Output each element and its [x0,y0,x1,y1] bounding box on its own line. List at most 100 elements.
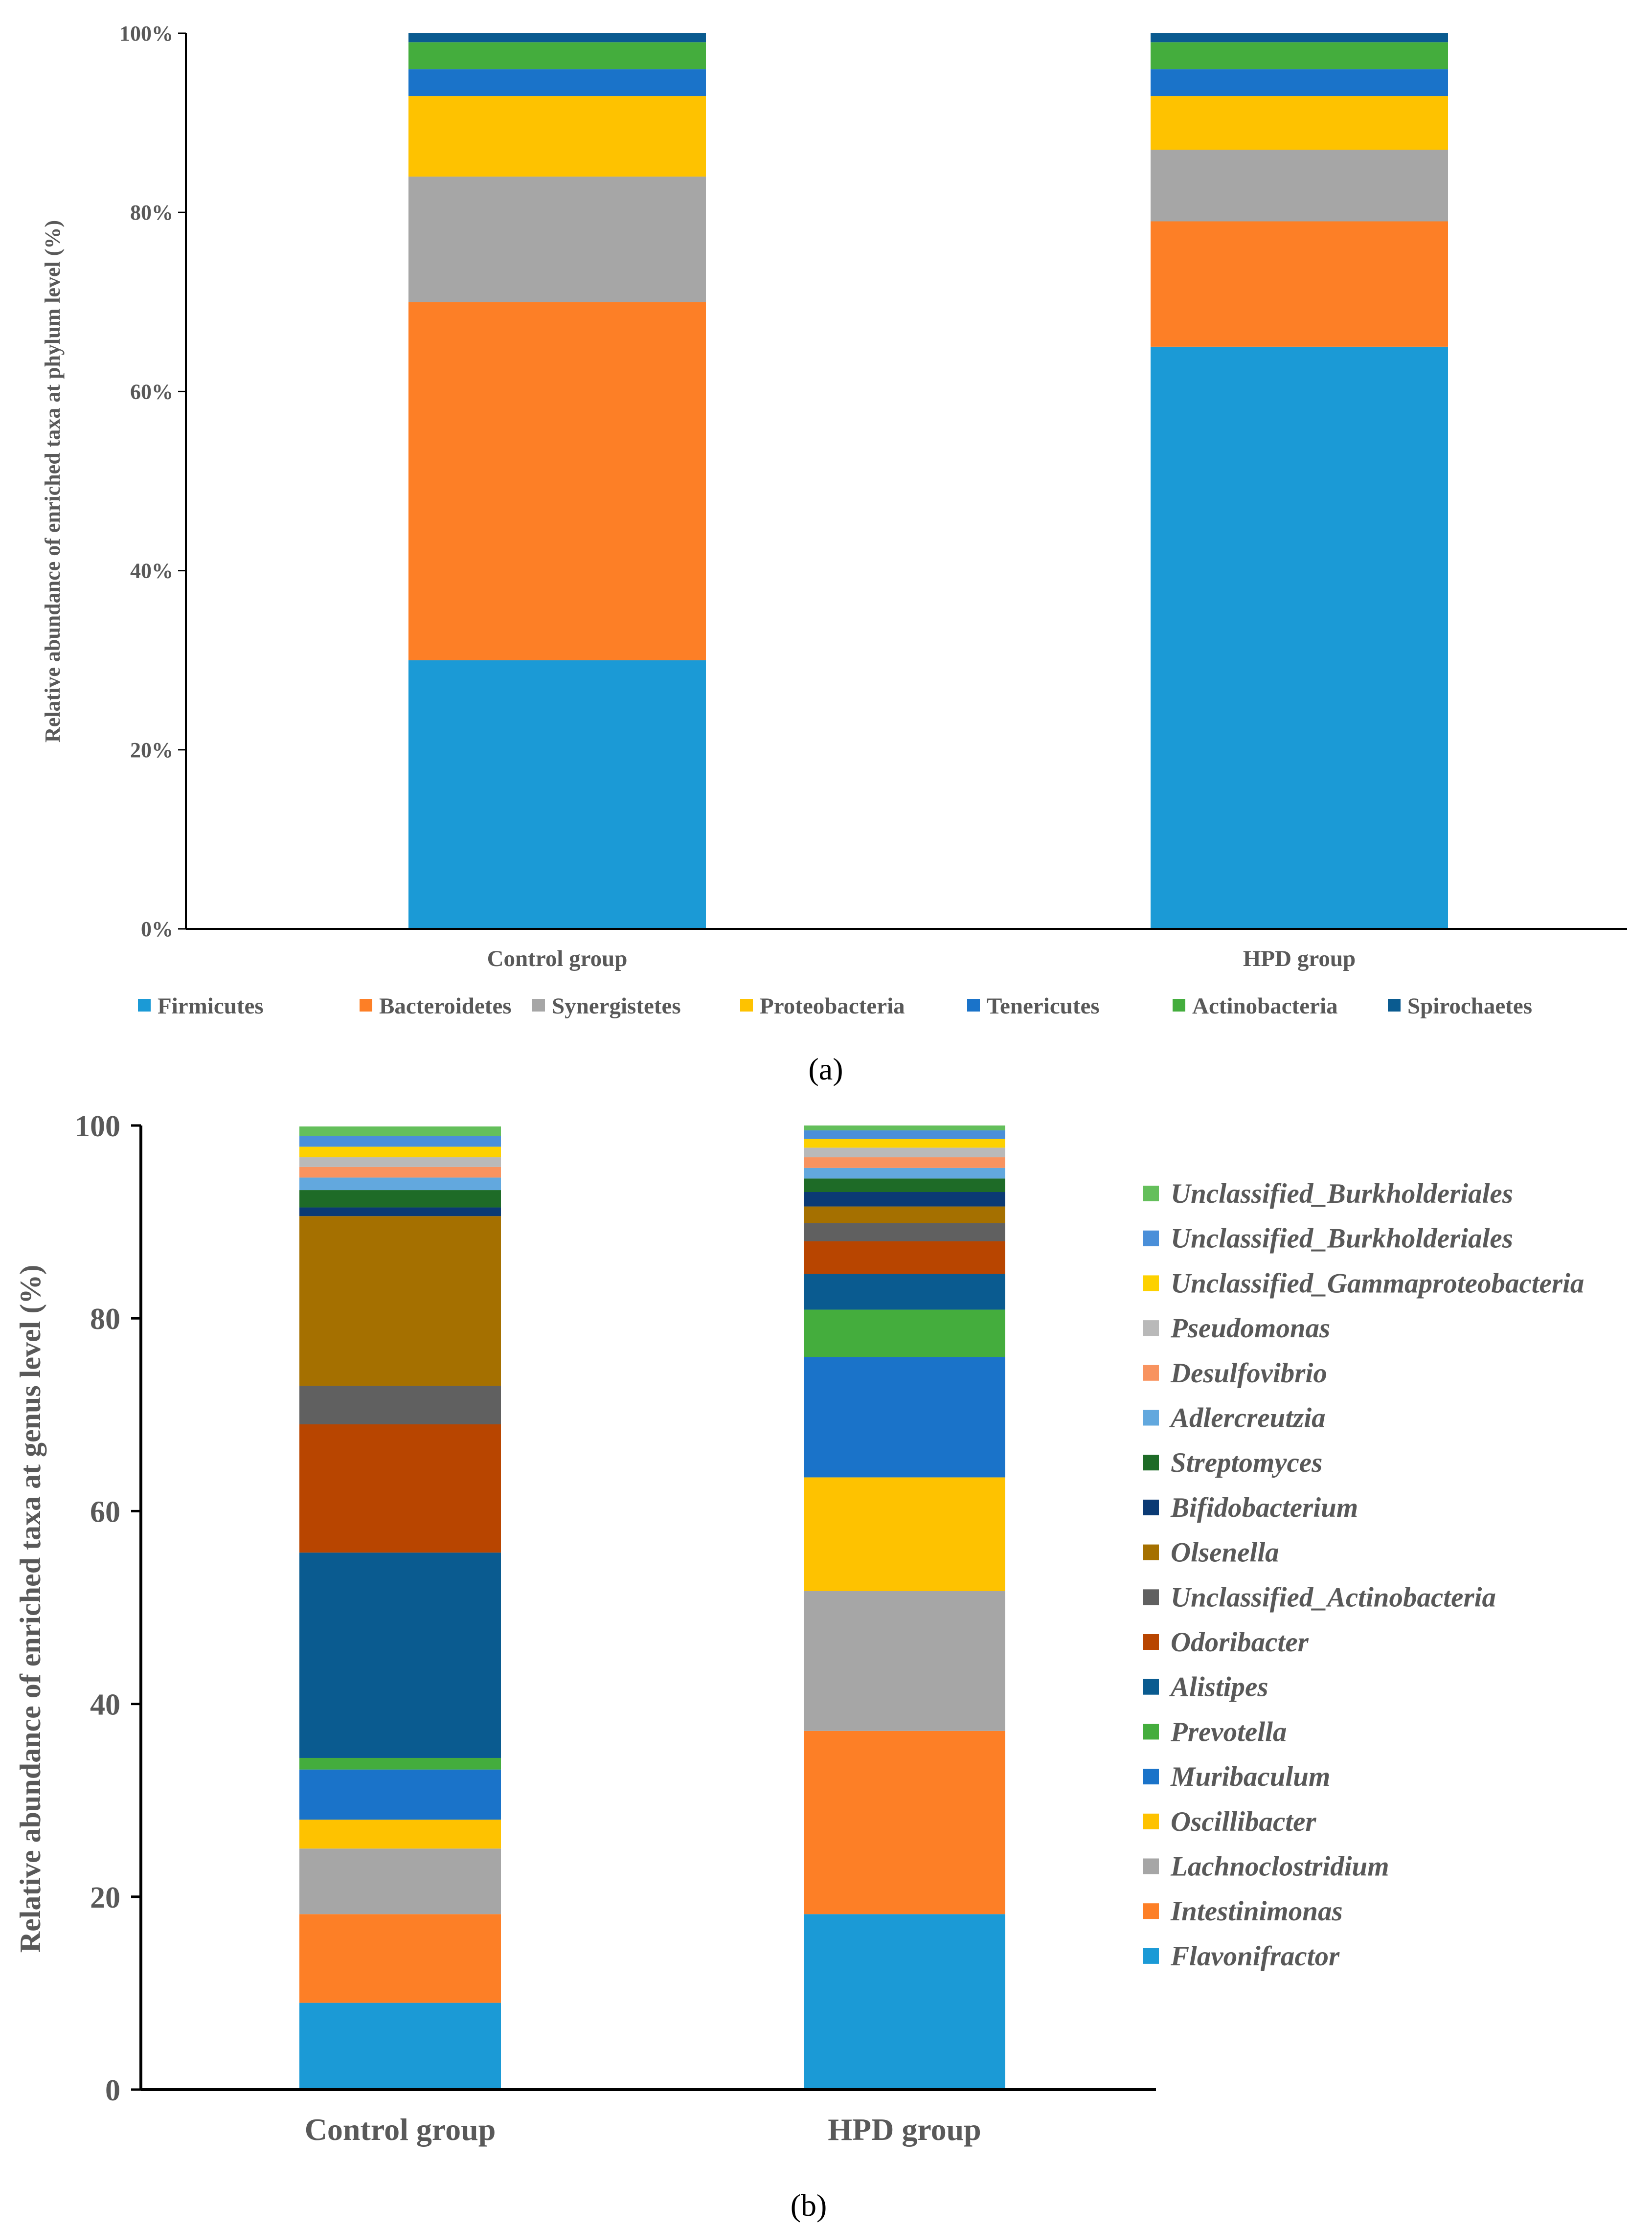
legend-swatch [1143,1858,1159,1874]
y-tick-label: 20% [130,738,173,762]
legend-swatch [1143,1499,1159,1515]
y-tick-label: 80% [130,201,173,225]
legend-item-alistipes: Alistipes [1143,1672,1268,1703]
bar-segment-a-hpd-group-actinobacteria [1151,42,1448,69]
x-tick-label: HPD group [828,2112,981,2147]
legend-item-lachnoclostridium: Lachnoclostridium [1143,1851,1389,1882]
legend-label: Unclassified_Gammaproteobacteria [1171,1268,1584,1299]
legend-label: Oscillibacter [1171,1806,1316,1837]
legend-label: Proteobacteria [760,993,905,1019]
bar-segment-b-control-group-15-unclassified-gammaproteobacteria [299,1147,501,1158]
legend-item-streptomyces: Streptomyces [1143,1447,1322,1478]
legend-item-bifidobacterium: Bifidobacterium [1143,1492,1358,1523]
legend-item-olsenella: Olsenella [1143,1537,1279,1568]
legend-swatch [1143,1903,1159,1919]
bar-segment-b-hpd-group-17-unclassified-burkholderiales [804,1125,1005,1130]
legend-swatch [1143,1320,1159,1336]
legend-item-spirochaetes: Spirochaetes [1388,993,1532,1019]
bar-segment-b-control-group-4-muribaculum [299,1769,501,1820]
bar-segment-b-control-group-16-unclassified-burkholderiales [299,1136,501,1147]
legend-label: Firmicutes [158,993,264,1019]
legend-label: Streptomyces [1171,1447,1322,1478]
legend-item-proteobacteria: Proteobacteria [740,993,905,1019]
legend-label: Pseudomonas [1170,1313,1330,1344]
bar-segment-b-hpd-group-8-unclassified-actinobacteria [804,1223,1005,1241]
legend-swatch [1143,1275,1159,1291]
legend-item-unclassified-gammaproteobacteria: Unclassified_Gammaproteobacteria [1143,1268,1584,1299]
x-tick-label: HPD group [1243,946,1356,971]
y-tick-label: 40 [90,1688,120,1722]
legend-label: Unclassified_Burkholderiales [1171,1223,1513,1254]
bar-segment-b-hpd-group-11-streptomyces [804,1178,1005,1192]
legend-swatch [1143,1365,1159,1381]
legend-label: Olsenella [1171,1537,1279,1568]
legend-label: Intestinimonas [1170,1896,1343,1927]
bar-segment-b-hpd-group-10-bifidobacterium [804,1192,1005,1207]
bar-segment-a-control-group-bacteroidetes [408,302,706,660]
legend-label: Lachnoclostridium [1170,1851,1389,1882]
panel-a-y-axis-label: Relative abundance of enriched taxa at p… [41,220,65,743]
legend-swatch [1143,1724,1159,1740]
panel-a-legend: Firmicutes Bacteroidetes Synergistetes Prot… [138,993,1532,1019]
legend-swatch [1143,1634,1159,1650]
bar-segment-b-control-group-5-prevotella [299,1757,501,1770]
legend-item-firmicutes: Firmicutes [138,993,264,1019]
legend-swatch [1143,1230,1159,1246]
y-tick-label: 100 [75,1110,120,1143]
legend-swatch [1143,1769,1159,1785]
legend-label: Desulfovibrio [1170,1358,1327,1389]
y-tick-label: 100% [119,22,173,45]
bar-segment-a-hpd-group-firmicutes [1151,346,1448,929]
legend-label: Bifidobacterium [1170,1492,1358,1523]
bar-segment-a-control-group-actinobacteria [408,42,706,69]
bar-segment-b-hpd-group-5-prevotella [804,1309,1005,1357]
legend-label: Prevotella [1170,1716,1287,1747]
legend-label: Alistipes [1169,1672,1268,1703]
bar-segment-b-control-group-8-unclassified-actinobacteria [299,1386,501,1425]
bar-segment-b-hpd-group-1-intestinimonas [804,1731,1005,1914]
legend-label: Synergistetes [552,993,681,1019]
panel-a-caption: (a) [808,1052,843,1086]
legend-label: Adlercreutzia [1169,1403,1326,1434]
y-tick-label: 80 [90,1303,120,1336]
legend-item-desulfovibrio: Desulfovibrio [1143,1358,1327,1389]
bar-segment-b-hpd-group-13-desulfovibrio [804,1157,1005,1168]
bar-segment-b-control-group-14-pseudomonas [299,1157,501,1167]
panel-b-chart: 0 20 40 60 80 100 Control group HPD group Rela… [14,1110,1584,2147]
legend-label: Actinobacteria [1192,993,1338,1019]
bar-segment-b-control-group-13-desulfovibrio [299,1167,501,1178]
bar-segment-a-hpd-group-bacteroidetes [1151,221,1448,347]
legend-label: Bacteroidetes [379,993,512,1019]
legend-item-prevotella: Prevotella [1143,1716,1287,1747]
y-tick-label: 40% [130,559,173,583]
legend-label: Unclassified_Burkholderiales [1171,1178,1513,1209]
legend-item-odoribacter: Odoribacter [1143,1627,1309,1658]
legend-swatch [740,999,753,1012]
y-tick-label: 0% [141,917,173,941]
y-tick-label: 20 [90,1881,120,1914]
legend-label: Odoribacter [1171,1627,1309,1658]
panel-b-caption: (b) [791,2188,827,2223]
panel-a-chart: 0% 20% 40% 60% 80% 100% Control group HPD grou… [41,22,1627,1019]
legend-item-intestinimonas: Intestinimonas [1143,1896,1343,1927]
legend-label: Unclassified_Actinobacteria [1171,1582,1496,1613]
legend-swatch [1143,1813,1159,1829]
bar-segment-b-control-group-12-adlercreutzia [299,1177,501,1191]
legend-label: Flavonifractor [1170,1941,1340,1972]
bar-segment-b-control-group-0-flavonifractor [299,2003,501,2090]
bar-segment-a-control-group-tenericutes [408,69,706,96]
panel-b-legend: Unclassified_Burkholderiales Unclassified… [1143,1178,1584,1972]
legend-swatch [1143,1544,1159,1560]
bar-segment-b-control-group-1-intestinimonas [299,1914,501,2003]
bar-segment-b-hpd-group-16-unclassified-burkholderiales [804,1130,1005,1139]
bar-segment-a-hpd-group-proteobacteria [1151,96,1448,150]
legend-item-bacteroidetes: Bacteroidetes [360,993,512,1019]
bar-segment-b-hpd-group-2-lachnoclostridium [804,1591,1005,1731]
bar-segment-b-hpd-group-7-odoribacter [804,1241,1005,1274]
legend-swatch [1143,1679,1159,1695]
y-tick-label: 60 [90,1495,120,1529]
bar-segment-b-control-group-17-unclassified-burkholderiales [299,1126,501,1136]
legend-swatch [138,999,151,1012]
bar-segment-a-hpd-group-synergistetes [1151,150,1448,222]
legend-item-pseudomonas: Pseudomonas [1143,1313,1330,1344]
